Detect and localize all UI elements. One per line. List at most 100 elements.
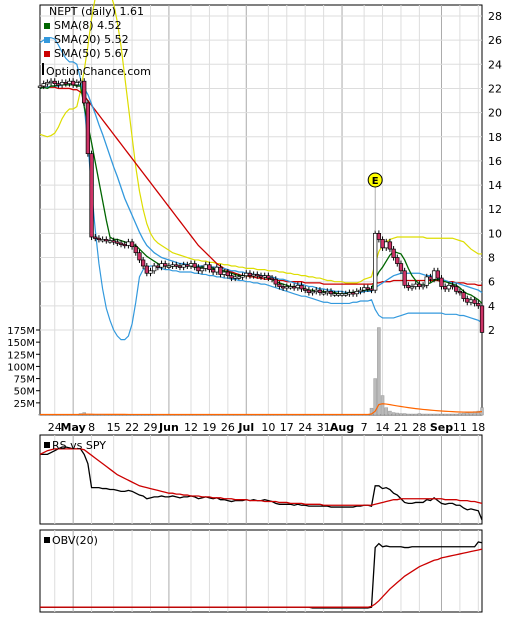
candle-body [373,233,377,290]
candle-body [326,291,330,293]
legend-entry: SMA(20) 5.52 [54,33,129,46]
candle-body [314,290,318,292]
legend-entry: SMA(8) 4.52 [54,19,122,32]
x-tick-label: 26 [221,421,235,434]
x-tick-label: 14 [376,421,390,434]
candle-body [263,276,267,278]
candle-body [281,287,285,289]
candle-body [351,293,355,295]
candle-body [388,242,392,249]
candle-body [138,253,142,260]
candle-body [370,289,374,291]
candle-body [105,239,109,241]
candle-body [215,267,219,272]
watermark-label: OptionChance.com [46,65,151,78]
volume-bar [403,414,406,415]
candle-body [237,277,241,279]
candle-body [432,271,436,279]
volume-bar [466,413,469,415]
x-tick-label: 31 [317,421,331,434]
candle-body [278,284,282,286]
candle-body [204,265,208,269]
candle-body [200,268,204,270]
candle-body [145,266,149,273]
volume-bar [451,414,454,415]
volume-bar [377,328,380,415]
candle-body [355,291,359,293]
candle-body [318,290,322,292]
candle-body [193,264,197,268]
candle-body [436,271,440,278]
y-tick-label: 10 [488,227,502,240]
candle-body [429,277,433,279]
legend-swatch [44,51,50,57]
candle-body [292,287,296,289]
candle-body [79,81,83,83]
obv-legend-swatch [44,537,50,543]
candle-body [230,276,234,278]
panel-frame-2 [40,435,482,524]
volume-bar [385,408,388,415]
y-tick-label: 20 [488,107,502,120]
candle-body [414,284,418,286]
candle-body [403,271,407,285]
y-tick-label: 14 [488,179,502,192]
volume-bar [392,413,395,415]
x-tick-label: 11 [453,421,467,434]
candle-body [186,265,190,267]
candle-body [68,81,72,83]
candle-body [384,242,388,248]
x-tick-label: 24 [298,421,312,434]
candle-body [97,238,101,240]
candle-body [392,249,396,257]
volume-bar [458,414,461,415]
candle-body [252,274,256,276]
candle-body [156,266,160,268]
candle-body [86,103,90,154]
candle-body [208,265,212,270]
candle-body [348,293,352,295]
x-tick-label: 12 [184,421,198,434]
volume-bar [407,414,410,415]
candle-body [149,271,153,273]
candle-body [270,278,274,280]
candle-body [340,294,344,296]
candle-body [454,287,458,292]
candle-body [329,291,333,293]
candle-body [440,278,444,286]
candle-body [469,300,473,302]
x-tick-label: 10 [261,421,275,434]
candle-body [303,289,307,291]
candle-body [189,264,193,266]
candle-body [344,294,348,296]
candle-body [377,233,381,239]
candle-body [407,285,411,287]
candle-body [141,260,145,266]
candle-body [307,290,311,292]
volume-tick-label: 175M [7,326,35,337]
candle-body [337,294,341,296]
candle-body [119,243,123,245]
volume-tick-label: 150M [7,338,35,349]
candle-body [160,264,164,268]
candle-body [49,81,53,83]
x-tick-label: May [61,421,86,434]
candle-body [130,242,134,247]
candle-body [152,266,156,271]
candle-body [395,258,399,264]
x-tick-label: Jul [237,421,254,434]
candle-body [112,241,116,243]
volume-bar [418,414,421,415]
candle-body [226,272,230,276]
x-tick-label: 22 [125,421,139,434]
volume-bar [411,414,414,415]
candle-body [53,81,57,83]
candle-body [71,81,75,85]
candle-body [93,237,97,239]
legend-entry: SMA(50) 5.67 [54,47,129,60]
earnings-marker-label: E [372,176,379,187]
candle-body [465,299,469,303]
volume-tick-label: 125M [7,350,35,361]
x-tick-label: Aug [330,421,354,434]
